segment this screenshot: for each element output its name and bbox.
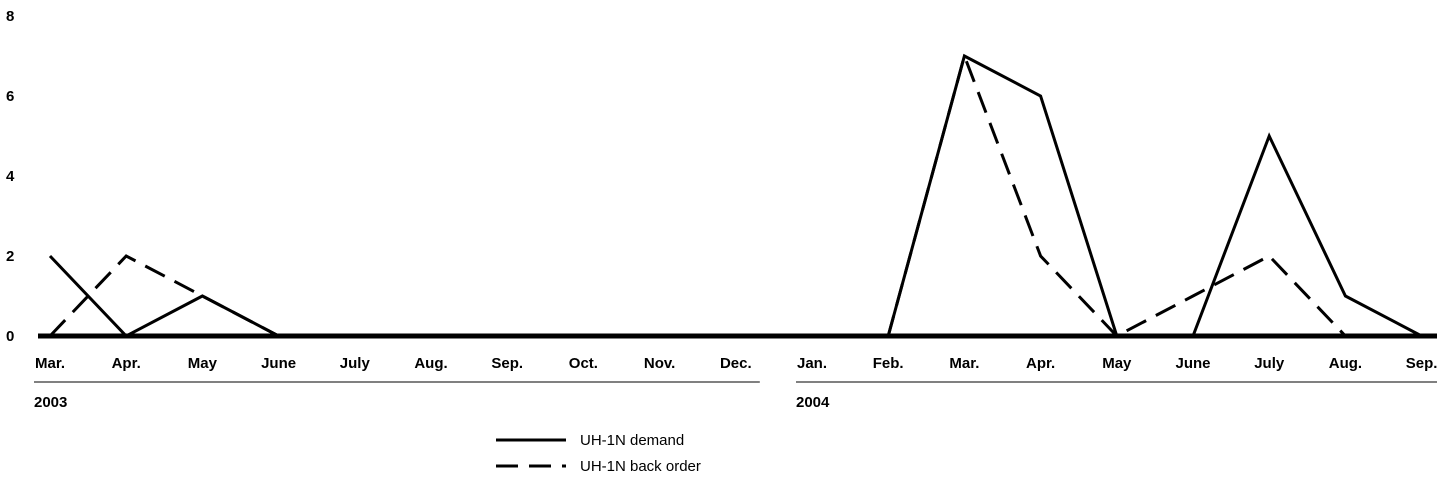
x-tick-label: Mar. bbox=[949, 355, 979, 372]
x-tick-label: Apr. bbox=[1026, 355, 1055, 372]
x-tick-label: May bbox=[188, 355, 218, 372]
x-tick-label: Aug. bbox=[1329, 355, 1362, 372]
x-tick-label: Jan. bbox=[797, 355, 827, 372]
x-tick-label: July bbox=[340, 355, 371, 372]
x-tick-label: June bbox=[1175, 355, 1210, 372]
legend-label: UH-1N demand bbox=[580, 432, 684, 449]
x-tick-label: July bbox=[1254, 355, 1285, 372]
x-tick-label: Nov. bbox=[644, 355, 675, 372]
y-tick-label: 2 bbox=[6, 248, 14, 265]
x-tick-label: Mar. bbox=[35, 355, 65, 372]
legend-label: UH-1N back order bbox=[580, 458, 701, 475]
x-tick-label: May bbox=[1102, 355, 1132, 372]
legend: UH-1N demand UH-1N back order bbox=[496, 432, 701, 475]
year-groups: 2003 2004 bbox=[34, 381, 1437, 411]
series-line-demand bbox=[48, 53, 1423, 338]
y-tick-label: 6 bbox=[6, 88, 14, 105]
series-lines bbox=[48, 51, 1423, 338]
y-tick-label: 8 bbox=[6, 8, 14, 25]
x-tick-label: Apr. bbox=[112, 355, 141, 372]
x-tick-label: Sep. bbox=[1406, 355, 1438, 372]
x-tick-label: Dec. bbox=[720, 355, 752, 372]
y-tick-label: 0 bbox=[6, 328, 14, 345]
x-tick-label: Feb. bbox=[873, 355, 904, 372]
x-tick-label: Sep. bbox=[491, 355, 523, 372]
year-label: 2003 bbox=[34, 394, 67, 411]
x-tick-label: Aug. bbox=[414, 355, 447, 372]
series-line-back-order bbox=[48, 51, 1422, 338]
x-tick-label: Oct. bbox=[569, 355, 598, 372]
year-label: 2004 bbox=[796, 394, 830, 411]
y-tick-label: 4 bbox=[6, 168, 15, 185]
y-axis-ticks: 0 2 4 6 8 bbox=[6, 8, 15, 345]
x-tick-label: June bbox=[261, 355, 296, 372]
x-axis-ticks: Mar. Apr. May June July Aug. Sep. Oct. Nov. Dec. J… bbox=[35, 355, 1437, 372]
